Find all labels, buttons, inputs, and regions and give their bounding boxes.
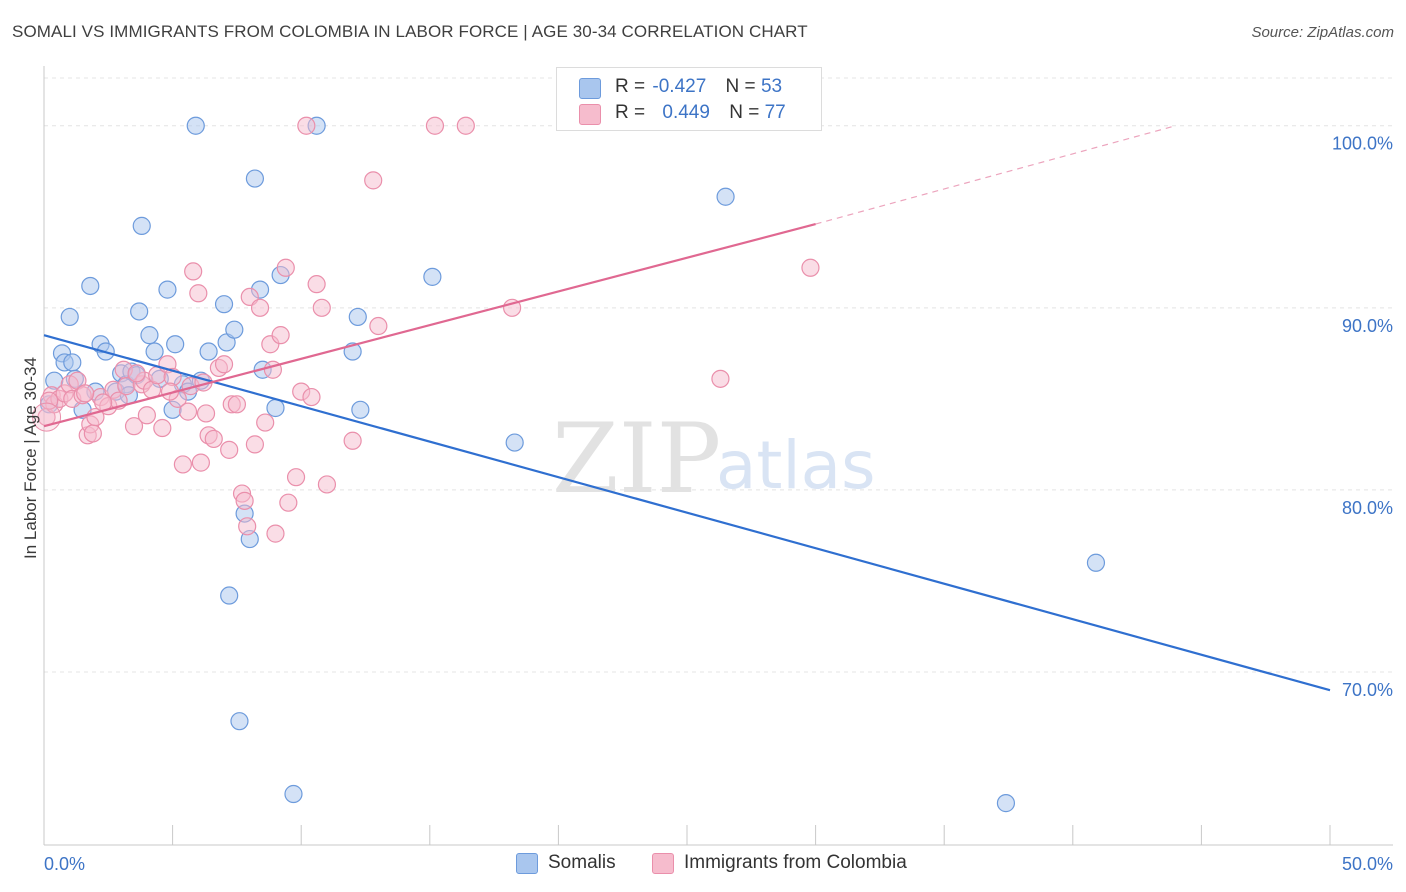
y-tick-label: 90.0% bbox=[1342, 316, 1393, 336]
point-somali bbox=[145, 342, 164, 361]
x-tick-label: 0.0% bbox=[44, 854, 85, 874]
source-label: Source: ZipAtlas.com bbox=[1251, 24, 1394, 41]
point-somali bbox=[716, 187, 735, 206]
point-colombia bbox=[307, 275, 326, 294]
point-colombia bbox=[76, 384, 95, 403]
legend-n-value-colombia: 77 bbox=[764, 102, 786, 123]
point-colombia bbox=[196, 404, 216, 423]
point-somali bbox=[266, 398, 285, 418]
point-colombia bbox=[204, 429, 223, 449]
point-somali bbox=[220, 586, 239, 605]
point-somali bbox=[225, 320, 244, 339]
point-somali bbox=[284, 784, 303, 804]
point-colombia bbox=[343, 431, 362, 450]
legend-r-label: R = bbox=[615, 76, 646, 97]
point-colombia bbox=[276, 258, 295, 277]
point-colombia bbox=[83, 424, 102, 443]
y-tick-label: 80.0% bbox=[1342, 498, 1393, 518]
point-colombia bbox=[245, 435, 265, 454]
point-somali bbox=[351, 400, 370, 419]
point-colombia bbox=[220, 440, 239, 459]
watermark-zip: ZIP bbox=[552, 403, 721, 515]
point-colombia bbox=[178, 402, 198, 421]
point-somali bbox=[158, 280, 177, 299]
point-somali bbox=[348, 307, 367, 327]
point-colombia bbox=[256, 413, 275, 432]
point-somali bbox=[423, 267, 442, 286]
trend-extension-colombia bbox=[815, 125, 1176, 225]
legend-swatch-colombia-bottom bbox=[652, 853, 674, 874]
point-colombia bbox=[302, 387, 321, 407]
point-colombia bbox=[317, 475, 337, 494]
trend-line-somali bbox=[43, 334, 1331, 692]
point-colombia bbox=[153, 418, 172, 438]
y-tick-label: 70.0% bbox=[1342, 680, 1393, 700]
legend-n-value-somali: 53 bbox=[760, 76, 783, 97]
point-somali bbox=[60, 307, 79, 327]
point-colombia bbox=[127, 364, 146, 383]
point-colombia bbox=[801, 258, 820, 277]
point-colombia bbox=[250, 298, 270, 317]
point-colombia bbox=[238, 517, 257, 536]
legend-swatch-colombia bbox=[579, 104, 601, 125]
point-colombia bbox=[214, 355, 234, 374]
point-colombia bbox=[425, 116, 445, 135]
point-colombia bbox=[312, 298, 331, 317]
point-somali bbox=[505, 433, 524, 452]
legend-r-value-colombia: 0.449 bbox=[662, 102, 710, 123]
point-somali bbox=[130, 302, 149, 321]
point-colombia bbox=[184, 262, 203, 281]
point-colombia bbox=[235, 491, 254, 510]
watermark-atlas: atlas bbox=[716, 427, 876, 504]
point-somali bbox=[140, 326, 159, 345]
legend-swatch-somalis bbox=[516, 853, 538, 874]
point-somali bbox=[1086, 553, 1106, 572]
y-tick-label: 100.0% bbox=[1332, 134, 1393, 154]
legend-n-label: N = bbox=[729, 102, 760, 123]
point-colombia bbox=[271, 326, 290, 345]
point-colombia bbox=[711, 369, 730, 388]
legend-r-value-somali: -0.427 bbox=[652, 76, 707, 97]
point-colombia bbox=[124, 417, 144, 436]
chart-title: SOMALI VS IMMIGRANTS FROM COLOMBIA IN LA… bbox=[12, 22, 808, 41]
x-tick-label: 50.0% bbox=[1342, 854, 1393, 874]
point-somali bbox=[230, 712, 249, 731]
point-somali bbox=[996, 794, 1016, 813]
point-colombia bbox=[266, 524, 285, 543]
data-points bbox=[32, 116, 1106, 813]
point-colombia bbox=[456, 116, 475, 135]
y-axis-label: In Labor Force | Age 30-34 bbox=[21, 357, 40, 559]
legend-label-colombia: Immigrants from Colombia bbox=[684, 852, 907, 873]
legend-label-somalis: Somalis bbox=[548, 852, 616, 873]
point-colombia bbox=[137, 406, 156, 425]
point-somali bbox=[199, 342, 218, 361]
trend-lines bbox=[43, 125, 1331, 692]
trend-line-colombia bbox=[43, 222, 816, 428]
point-colombia bbox=[297, 116, 316, 135]
point-somali bbox=[63, 353, 82, 372]
axes bbox=[43, 66, 1393, 846]
legend-n-label: N = bbox=[725, 76, 756, 97]
point-somali bbox=[81, 276, 100, 296]
point-colombia bbox=[173, 455, 192, 474]
point-somali bbox=[245, 169, 265, 188]
legend-r-label: R = bbox=[615, 102, 646, 123]
legend-swatch-somali bbox=[579, 78, 601, 99]
point-somali bbox=[132, 216, 151, 235]
point-colombia bbox=[364, 171, 383, 190]
tick-labels: 70.0% 80.0% 90.0% 100.0% 0.0% 50.0% bbox=[44, 134, 1393, 874]
point-colombia bbox=[227, 395, 246, 414]
point-somali bbox=[166, 335, 185, 354]
point-somali bbox=[186, 116, 205, 135]
point-colombia bbox=[279, 493, 298, 512]
point-colombia bbox=[191, 453, 210, 472]
point-somali bbox=[214, 295, 234, 314]
point-colombia bbox=[286, 468, 306, 487]
point-colombia bbox=[189, 284, 208, 303]
legend-stats: R = -0.427 N = 53 R = 0.449 N = 77 bbox=[556, 67, 822, 131]
point-colombia bbox=[369, 316, 388, 336]
